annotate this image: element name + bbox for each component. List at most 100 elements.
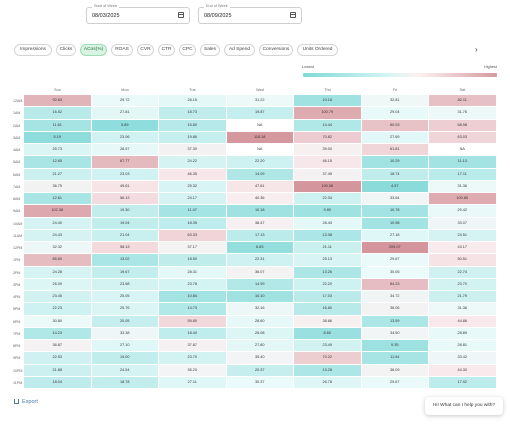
heatmap-cell[interactable]: 5.19 [24,131,91,143]
heatmap-cell[interactable]: NA [429,144,496,156]
heatmap-cell[interactable]: 100.79 [294,107,361,119]
heatmap-cell[interactable]: 18.40 [159,327,226,339]
heatmap-cell[interactable]: 38.47 [226,217,293,229]
heatmap-cell[interactable]: 84.23 [361,278,428,290]
heatmap-cell[interactable]: 27.11 [159,376,226,388]
chat-widget[interactable]: Hi! What can I help you with? [425,397,503,415]
heatmap-cell[interactable]: 18.78 [91,376,158,388]
heatmap-cell[interactable]: 10.29 [361,156,428,168]
heatmap-cell[interactable]: 31.36 [429,303,496,315]
heatmap-cell[interactable]: 22.34 [294,193,361,205]
heatmap-cell[interactable]: 17.92 [429,376,496,388]
heatmap-cell[interactable]: 14.73 [159,303,226,315]
tab-impressions[interactable]: Impressions [14,44,52,56]
heatmap-cell[interactable]: 36.07 [226,266,293,278]
heatmap-cell[interactable]: 13.02 [91,254,158,266]
heatmap-cell[interactable]: 18.50 [159,254,226,266]
heatmap-cell[interactable]: 21.04 [91,229,158,241]
heatmap-cell[interactable]: 118.18 [226,131,293,143]
heatmap-cell[interactable]: 34.72 [361,291,428,303]
heatmap-cell[interactable]: 10.18 [226,205,293,217]
heatmap-cell[interactable]: 12.65 [24,156,91,168]
heatmap-cell[interactable]: 28.57 [91,144,158,156]
heatmap-cell[interactable]: 27.10 [91,340,158,352]
heatmap-cell[interactable]: 22.20 [294,278,361,290]
heatmap-cell[interactable]: 82.11 [429,95,496,107]
export-button[interactable]: Export [14,399,38,405]
heatmap-cell[interactable]: 37.17 [159,242,226,254]
heatmap-cell[interactable]: 21.27 [24,168,91,180]
tab-units-ordered[interactable]: Units Ordered [297,44,338,56]
heatmap-cell[interactable]: 12.61 [24,193,91,205]
heatmap-cell[interactable]: 10.10 [226,291,293,303]
heatmap-cell[interactable]: 68.98 [429,119,496,131]
heatmap-cell[interactable]: 10.78 [361,205,428,217]
heatmap-cell[interactable]: 33.07 [429,217,496,229]
heatmap-cell[interactable]: 28.15 [159,95,226,107]
heatmap-cell[interactable]: 6.83 [226,242,293,254]
heatmap-cell[interactable]: 13.38 [294,229,361,241]
heatmap-cell[interactable]: 30.37 [226,376,293,388]
heatmap-cell[interactable]: 28.89 [429,327,496,339]
heatmap-cell[interactable]: 70.82 [294,131,361,143]
tab-acos[interactable]: ACos(%) [80,44,107,56]
calendar-icon[interactable] [290,12,296,18]
heatmap-cell[interactable]: 59.80 [159,315,226,327]
heatmap-cell[interactable]: 44.30 [429,364,496,376]
heatmap-cell[interactable]: 44.86 [429,315,496,327]
heatmap-cell[interactable]: 36.75 [24,180,91,192]
heatmap-cell[interactable]: 18.35 [159,217,226,229]
heatmap-cell[interactable]: 22.74 [429,266,496,278]
heatmap-cell[interactable]: 25.73 [24,144,91,156]
tab-cvr[interactable]: CVR [137,44,154,56]
heatmap-cell[interactable]: 49.61 [91,180,158,192]
heatmap-cell[interactable]: 10.98 [361,217,428,229]
heatmap-cell[interactable]: 63.03 [429,131,496,143]
heatmap-cell[interactable]: 100.80 [429,193,496,205]
heatmap-cell[interactable]: 29.42 [429,205,496,217]
chevron-right-icon[interactable]: › [475,45,478,54]
heatmap-cell[interactable]: 21.79 [429,291,496,303]
heatmap-cell[interactable]: 23.03 [91,168,158,180]
heatmap-cell[interactable]: 14.23 [24,327,91,339]
heatmap-cell[interactable]: 28.43 [294,217,361,229]
heatmap-cell[interactable]: 50.51 [429,254,496,266]
heatmap-cell[interactable]: 61.81 [361,144,428,156]
heatmap-cell[interactable]: 22.23 [24,303,91,315]
heatmap-cell[interactable]: 23.78 [159,278,226,290]
heatmap-cell[interactable]: 27.69 [361,131,428,143]
heatmap-cell[interactable]: 47.61 [226,180,293,192]
heatmap-cell[interactable]: 24.40 [24,217,91,229]
heatmap-cell[interactable]: 19.00 [91,352,158,364]
heatmap-cell[interactable]: 34.50 [361,327,428,339]
tab-ctr[interactable]: CTR [158,44,175,56]
heatmap-cell[interactable]: 30.80 [24,315,91,327]
heatmap-cell[interactable]: 5.89 [91,119,158,131]
heatmap-cell[interactable]: 29.04 [361,107,428,119]
heatmap-cell[interactable]: 21.11 [294,242,361,254]
heatmap-cell[interactable]: 37.30 [159,144,226,156]
heatmap-cell[interactable]: 190.08 [294,180,361,192]
heatmap-cell[interactable]: 9.80 [294,205,361,217]
heatmap-cell[interactable]: 10.18 [294,95,361,107]
heatmap-cell[interactable]: 19.67 [91,266,158,278]
heatmap-cell[interactable]: 22.20 [226,156,293,168]
heatmap-cell[interactable]: 16.80 [294,303,361,315]
calendar-icon[interactable] [178,12,184,18]
heatmap-cell[interactable]: 30.05 [361,266,428,278]
heatmap-cell[interactable]: 17.03 [294,291,361,303]
heatmap-cell[interactable]: 16.52 [24,107,91,119]
heatmap-cell[interactable]: 18.73 [159,107,226,119]
end-of-week-field[interactable]: End of Week 08/09/2025 [198,4,302,24]
heatmap-cell[interactable]: 9.35 [361,340,428,352]
heatmap-cell[interactable]: 31.76 [429,107,496,119]
heatmap-cell[interactable]: 32.16 [226,303,293,315]
heatmap-cell[interactable]: 23.58 [91,278,158,290]
heatmap-cell[interactable]: 19.86 [159,131,226,143]
heatmap-cell[interactable]: 37.87 [159,340,226,352]
heatmap-cell[interactable]: 15.80 [159,119,226,131]
heatmap-cell[interactable]: 13.28 [294,364,361,376]
heatmap-cell[interactable]: 11.47 [159,205,226,217]
tab-roas[interactable]: ROAS [111,44,133,56]
heatmap-cell[interactable]: 24.17 [159,193,226,205]
